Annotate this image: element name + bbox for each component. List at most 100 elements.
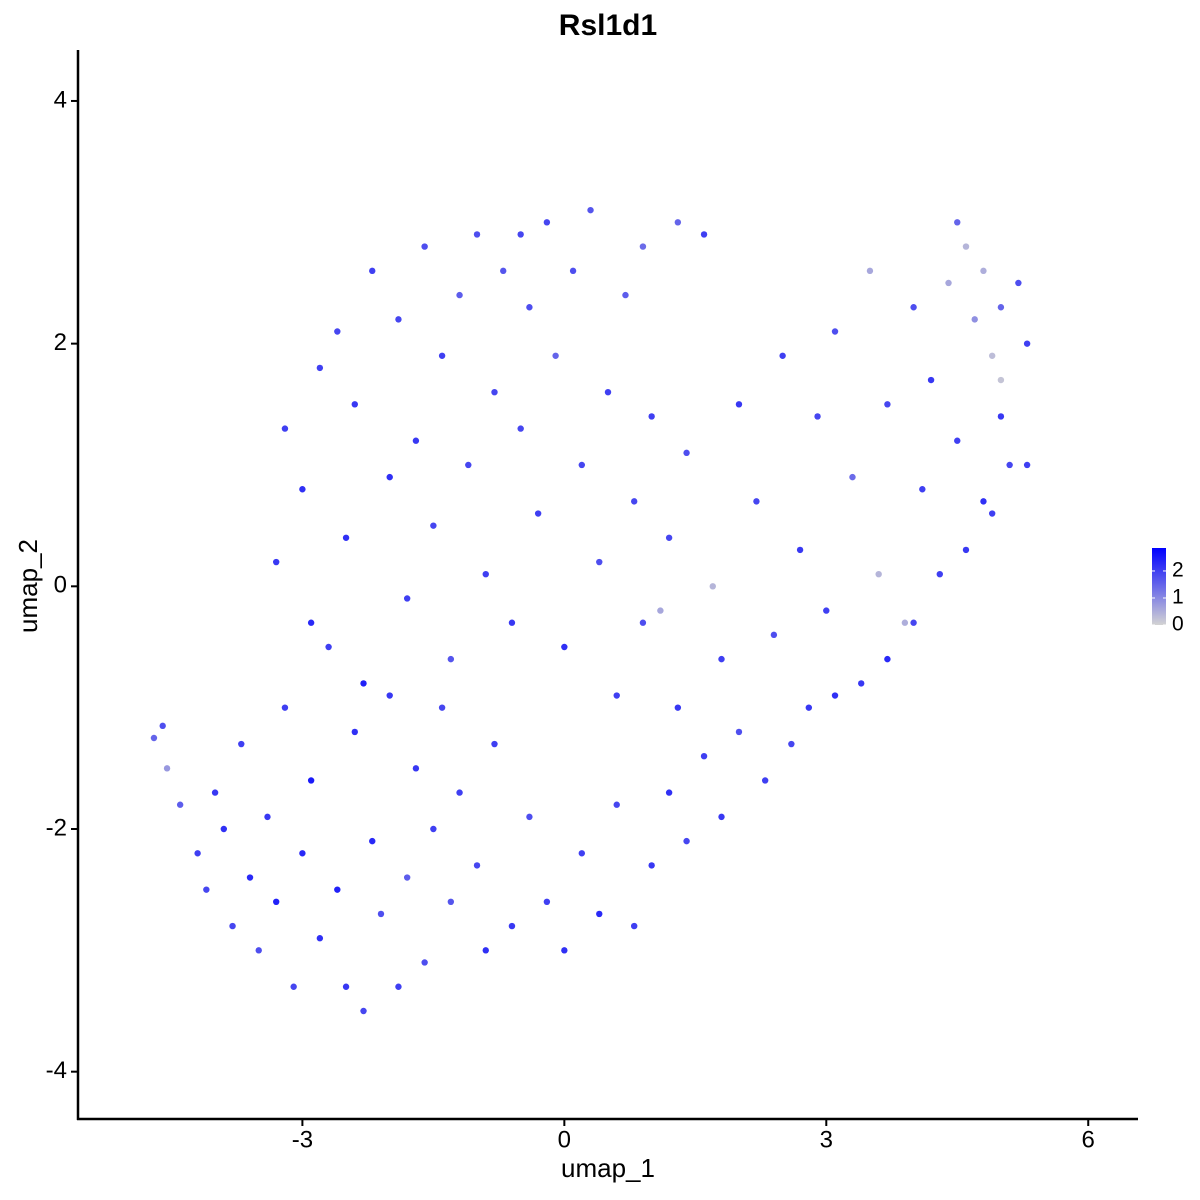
point — [526, 304, 533, 311]
point — [447, 655, 455, 663]
point — [447, 898, 455, 906]
point — [194, 850, 201, 857]
point — [927, 376, 935, 384]
point — [954, 437, 961, 444]
point — [980, 498, 987, 505]
x-tick-label: 0 — [558, 1126, 571, 1153]
point — [561, 947, 568, 954]
point — [884, 655, 891, 663]
point — [342, 983, 350, 990]
point — [220, 825, 228, 833]
point — [150, 734, 158, 742]
point — [159, 722, 166, 730]
point — [543, 219, 551, 226]
point — [709, 583, 716, 590]
point — [858, 680, 865, 687]
point — [403, 595, 411, 602]
point — [491, 388, 498, 396]
point — [971, 316, 978, 323]
point — [700, 231, 708, 238]
point — [543, 898, 551, 906]
point — [334, 886, 341, 893]
point — [500, 267, 507, 275]
point — [307, 619, 315, 626]
point — [770, 631, 778, 639]
point — [1006, 461, 1013, 469]
y-tick-label: -4 — [46, 1057, 67, 1084]
point — [369, 837, 376, 845]
point — [849, 473, 856, 481]
point — [910, 619, 917, 626]
point — [395, 983, 402, 990]
point — [988, 510, 996, 517]
point — [438, 352, 446, 359]
point — [281, 704, 289, 711]
point — [264, 813, 271, 821]
point — [229, 922, 236, 930]
point — [866, 267, 874, 275]
colorbar — [1152, 548, 1166, 625]
point — [508, 619, 516, 626]
point — [412, 437, 420, 444]
point — [517, 425, 524, 432]
point — [997, 376, 1005, 384]
point — [630, 922, 638, 930]
point — [674, 704, 682, 711]
point — [761, 777, 769, 784]
point — [430, 825, 437, 833]
point — [884, 401, 891, 408]
y-tick-label: 2 — [54, 329, 67, 356]
x-tick-label: 6 — [1082, 1126, 1095, 1153]
colorbar-label: 2 — [1172, 559, 1184, 582]
point — [587, 206, 594, 214]
point — [176, 801, 184, 808]
point — [526, 813, 533, 821]
point — [273, 558, 280, 566]
point — [901, 619, 909, 626]
point — [665, 534, 673, 541]
point — [482, 947, 489, 954]
x-axis-title: umap_1 — [561, 1153, 655, 1183]
colorbar-label: 1 — [1172, 586, 1184, 609]
point — [997, 413, 1005, 420]
chart-title: Rsl1d1 — [559, 9, 657, 42]
point — [622, 291, 629, 299]
y-tick-label: 0 — [54, 572, 67, 599]
point — [1015, 279, 1022, 287]
point — [735, 401, 743, 408]
point — [508, 922, 516, 930]
y-axis-title: umap_2 — [13, 539, 43, 633]
point — [936, 570, 943, 578]
point — [639, 243, 647, 250]
point — [552, 352, 559, 359]
point — [360, 1007, 367, 1015]
point — [299, 850, 306, 857]
point — [456, 789, 463, 796]
point — [534, 510, 542, 517]
point — [412, 765, 420, 772]
point — [613, 801, 620, 808]
point — [386, 473, 393, 481]
point — [988, 352, 996, 359]
point — [945, 279, 952, 287]
y-tick-label: -2 — [46, 814, 67, 841]
point — [980, 267, 987, 275]
point — [639, 619, 647, 626]
point — [700, 752, 708, 760]
point — [334, 328, 341, 335]
point — [342, 534, 350, 541]
point — [831, 692, 839, 699]
point — [482, 570, 489, 578]
point — [299, 486, 306, 493]
point — [517, 231, 524, 238]
point — [430, 522, 437, 529]
point — [473, 231, 481, 238]
point — [962, 546, 970, 554]
point — [648, 862, 655, 869]
point — [814, 413, 821, 420]
point — [561, 643, 568, 651]
point — [630, 498, 638, 505]
point — [613, 692, 620, 699]
point — [805, 704, 813, 711]
